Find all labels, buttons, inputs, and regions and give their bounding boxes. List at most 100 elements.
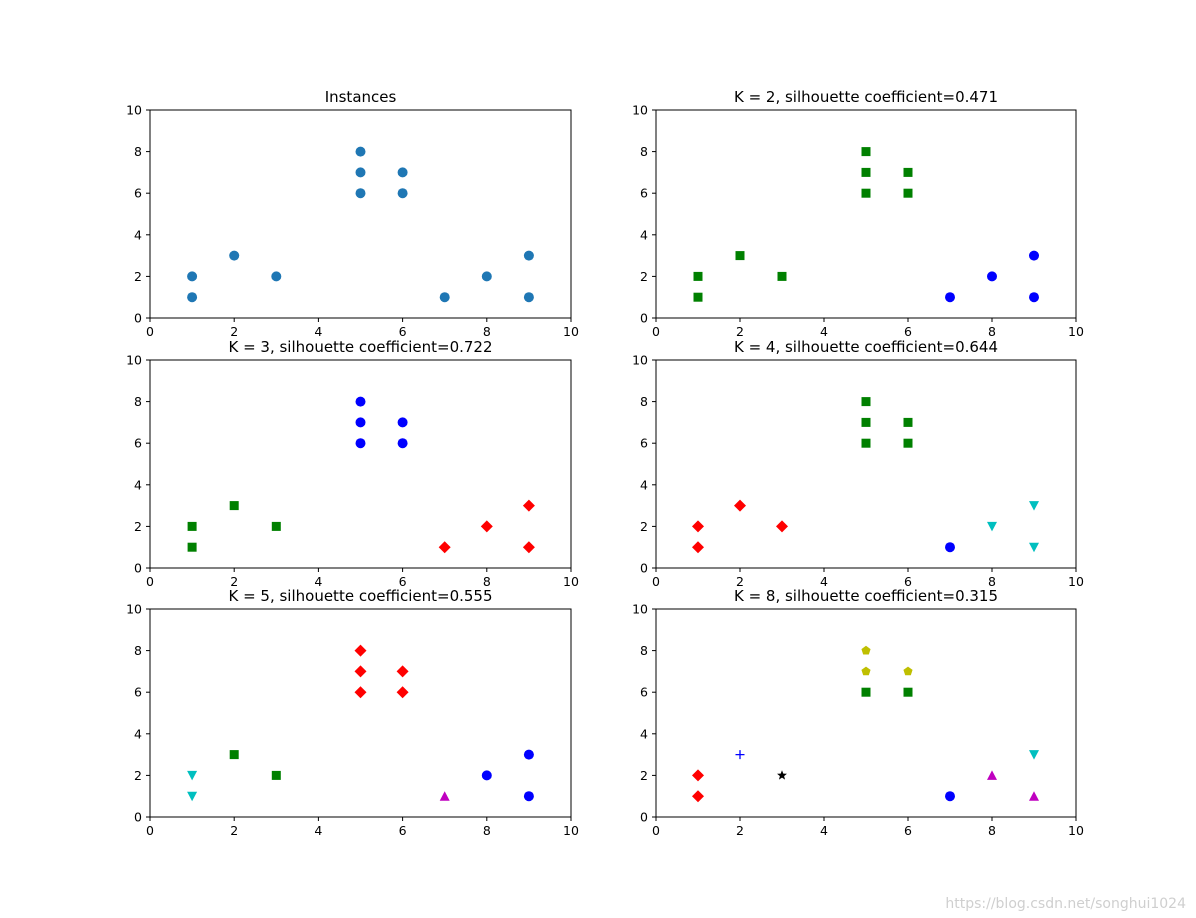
data-point-circle	[271, 271, 282, 282]
x-tick-label: 6	[904, 823, 912, 838]
data-point-diamond	[396, 665, 409, 678]
x-tick-label: 2	[736, 574, 744, 589]
data-point-circle	[355, 438, 366, 449]
series-1	[187, 146, 534, 303]
y-tick-label: 8	[134, 144, 142, 159]
axes-frame	[655, 608, 1077, 818]
x-tick-label: 4	[314, 574, 322, 589]
data-point-triangle-down	[187, 770, 198, 781]
y-tick-label: 10	[126, 602, 142, 617]
data-point-circle	[397, 188, 408, 199]
data-point-triangle-up	[987, 770, 997, 780]
data-point-square	[777, 271, 787, 281]
series-4	[439, 791, 450, 801]
y-tick-label: 8	[640, 394, 648, 409]
subplot-title: K = 2, silhouette coefficient=0.471	[734, 88, 998, 106]
data-point-diamond	[354, 665, 367, 678]
data-point-diamond	[354, 686, 367, 699]
data-point-circle	[397, 438, 408, 449]
data-point-square	[271, 770, 281, 780]
x-tick-label: 2	[736, 324, 744, 339]
data-point-circle	[229, 250, 240, 261]
data-point-triangle-up	[439, 791, 450, 801]
data-point-square	[229, 750, 239, 760]
data-point-square	[229, 501, 239, 511]
y-tick-label: 2	[134, 768, 142, 783]
subplot-title: K = 8, silhouette coefficient=0.315	[734, 587, 998, 605]
y-tick-label: 0	[640, 810, 648, 825]
y-tick-label: 6	[134, 186, 142, 201]
subplot-title: K = 3, silhouette coefficient=0.722	[228, 338, 492, 356]
x-tick-label: 10	[1068, 823, 1084, 838]
y-tick-label: 4	[134, 726, 142, 741]
data-point-circle	[397, 417, 408, 428]
x-tick-label: 0	[146, 324, 154, 339]
y-tick-label: 2	[134, 269, 142, 284]
x-tick-label: 4	[820, 574, 828, 589]
data-point-circle	[945, 292, 955, 303]
series-7	[987, 770, 1039, 801]
x-tick-label: 0	[652, 823, 660, 838]
data-point-circle	[945, 791, 955, 802]
y-tick-label: 6	[640, 186, 648, 201]
series-2	[735, 750, 745, 760]
x-tick-label: 10	[563, 324, 579, 339]
subplot-2: K = 2, silhouette coefficient=0.471 0 2 4 6 8…	[632, 88, 1084, 339]
data-point-square	[693, 271, 703, 281]
axes-frame	[149, 109, 572, 319]
x-tick-label: 10	[1068, 324, 1084, 339]
axes-frame	[655, 359, 1077, 569]
data-point-diamond	[692, 790, 704, 803]
data-point-circle	[355, 188, 366, 199]
y-tick-label: 8	[640, 643, 648, 658]
data-point-circle	[523, 292, 534, 303]
y-tick-label: 0	[640, 561, 648, 576]
data-point-circle	[355, 417, 366, 428]
y-tick-label: 6	[134, 685, 142, 700]
subplot-title: K = 5, silhouette coefficient=0.555	[228, 587, 492, 605]
x-tick-label: 4	[820, 324, 828, 339]
data-point-diamond	[480, 520, 493, 533]
data-point-circle	[481, 770, 492, 781]
y-tick-label: 8	[640, 144, 648, 159]
y-tick-label: 4	[640, 726, 648, 741]
x-tick-label: 6	[399, 324, 407, 339]
series-3	[777, 770, 787, 780]
subplot-4: K = 4, silhouette coefficient=0.644 0 2 4 6 8…	[632, 338, 1084, 589]
y-tick-label: 4	[134, 477, 142, 492]
subplot-title: Instances	[325, 88, 397, 106]
data-point-diamond	[354, 644, 367, 657]
y-tick-label: 8	[134, 394, 142, 409]
x-tick-label: 0	[652, 574, 660, 589]
data-point-triangle-up	[1029, 791, 1039, 801]
y-tick-label: 4	[134, 227, 142, 242]
subplot-5: K = 5, silhouette coefficient=0.555 0 2 4 6 8…	[126, 587, 579, 838]
data-point-circle	[355, 146, 366, 157]
series-4	[987, 501, 1039, 553]
y-tick-label: 10	[632, 602, 648, 617]
x-tick-label: 6	[399, 823, 407, 838]
data-point-diamond	[522, 541, 535, 554]
series-2	[945, 250, 1039, 303]
data-point-triangle-down	[1029, 542, 1039, 553]
data-point-diamond	[734, 499, 746, 512]
subplot-6: K = 8, silhouette coefficient=0.315 0 2 4 6 8…	[632, 587, 1084, 838]
x-tick-label: 8	[988, 324, 996, 339]
data-point-pentagon	[861, 666, 871, 676]
y-tick-label: 8	[134, 643, 142, 658]
data-point-diamond	[438, 541, 451, 554]
data-point-square	[693, 292, 703, 302]
data-point-square	[271, 521, 281, 531]
x-tick-label: 10	[563, 823, 579, 838]
y-tick-label: 2	[640, 519, 648, 534]
series-1	[692, 769, 704, 803]
y-tick-label: 0	[134, 810, 142, 825]
data-point-diamond	[522, 499, 535, 512]
data-point-square	[903, 438, 913, 448]
y-tick-label: 2	[134, 519, 142, 534]
x-tick-label: 10	[563, 574, 579, 589]
x-tick-label: 4	[314, 324, 322, 339]
x-tick-label: 6	[904, 574, 912, 589]
data-point-diamond	[396, 686, 409, 699]
